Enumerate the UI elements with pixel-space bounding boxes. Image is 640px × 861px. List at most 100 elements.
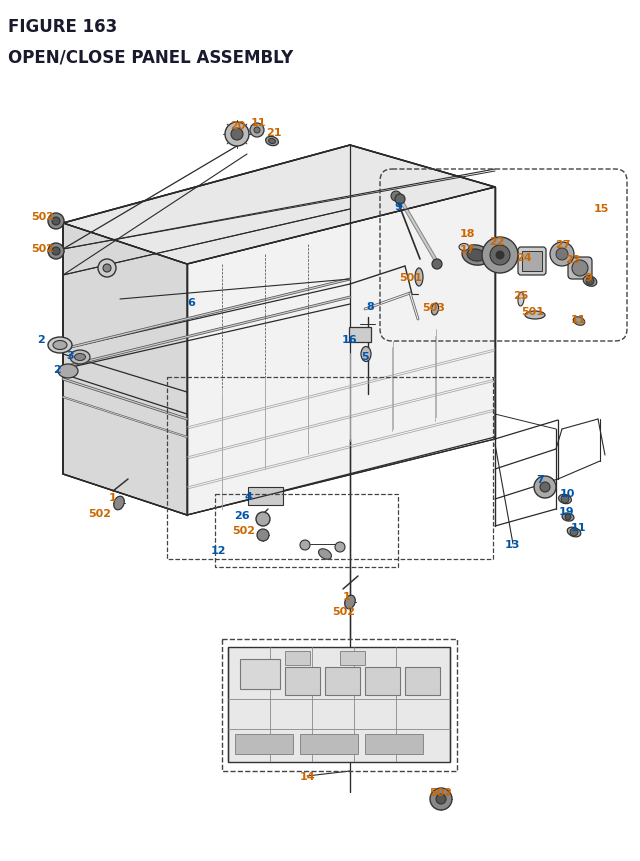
Text: 11: 11: [250, 118, 266, 127]
Circle shape: [257, 530, 269, 542]
Circle shape: [254, 127, 260, 133]
Text: 3: 3: [66, 350, 74, 361]
Ellipse shape: [467, 250, 485, 262]
Circle shape: [335, 542, 345, 553]
Text: 1: 1: [343, 592, 351, 601]
Text: 22: 22: [489, 237, 505, 247]
Text: 502: 502: [429, 787, 452, 797]
Ellipse shape: [462, 245, 490, 266]
Text: 12: 12: [211, 545, 226, 555]
Circle shape: [556, 249, 568, 261]
Ellipse shape: [58, 364, 78, 379]
Ellipse shape: [70, 350, 90, 364]
Circle shape: [52, 218, 60, 226]
Circle shape: [103, 264, 111, 273]
Ellipse shape: [459, 245, 469, 251]
Circle shape: [550, 243, 574, 267]
Text: 27: 27: [556, 239, 571, 250]
Text: 4: 4: [244, 492, 252, 501]
Bar: [300, 734, 358, 754]
Circle shape: [391, 192, 401, 201]
Ellipse shape: [431, 304, 438, 316]
Bar: [325, 667, 360, 695]
Circle shape: [540, 482, 550, 492]
Circle shape: [482, 238, 518, 274]
Circle shape: [570, 529, 578, 536]
Text: 15: 15: [593, 204, 609, 214]
Bar: [222, 639, 457, 771]
Text: 25: 25: [513, 291, 529, 300]
Circle shape: [256, 512, 270, 526]
Circle shape: [395, 195, 405, 205]
Ellipse shape: [559, 495, 572, 504]
Circle shape: [48, 214, 64, 230]
Text: 23: 23: [565, 255, 580, 264]
Bar: [235, 734, 293, 754]
Text: 2: 2: [53, 364, 61, 375]
Ellipse shape: [48, 338, 72, 354]
Text: 18: 18: [460, 229, 475, 238]
Bar: [285, 667, 320, 695]
Bar: [349, 328, 371, 343]
Text: 26: 26: [234, 511, 250, 520]
Ellipse shape: [345, 596, 355, 609]
Text: 5: 5: [361, 351, 369, 362]
Text: 501: 501: [399, 273, 422, 282]
Text: 14: 14: [299, 771, 315, 781]
Ellipse shape: [269, 139, 275, 145]
Circle shape: [250, 124, 264, 138]
Ellipse shape: [361, 347, 371, 362]
Circle shape: [572, 261, 588, 276]
Circle shape: [52, 248, 60, 256]
Circle shape: [225, 123, 249, 147]
Circle shape: [98, 260, 116, 278]
Text: 21: 21: [266, 127, 282, 138]
Ellipse shape: [114, 497, 124, 511]
Ellipse shape: [53, 341, 67, 350]
Ellipse shape: [518, 293, 524, 307]
Ellipse shape: [562, 513, 574, 522]
Circle shape: [496, 251, 504, 260]
Polygon shape: [63, 146, 495, 264]
Text: 9: 9: [394, 201, 402, 212]
FancyBboxPatch shape: [568, 257, 592, 280]
Text: 10: 10: [559, 488, 575, 499]
Bar: [365, 667, 400, 695]
Circle shape: [561, 495, 569, 504]
Text: 11: 11: [570, 314, 586, 325]
Circle shape: [586, 278, 594, 286]
Circle shape: [490, 245, 510, 266]
Ellipse shape: [567, 528, 580, 537]
Text: 8: 8: [366, 301, 374, 312]
Text: 502: 502: [232, 525, 255, 536]
Circle shape: [534, 476, 556, 499]
Text: 11: 11: [570, 523, 586, 532]
Circle shape: [48, 244, 64, 260]
Bar: [215, 494, 398, 567]
Circle shape: [565, 514, 571, 520]
Text: 2: 2: [37, 335, 45, 344]
Text: 20: 20: [230, 121, 246, 131]
Polygon shape: [63, 224, 187, 516]
Text: 7: 7: [536, 474, 544, 485]
Ellipse shape: [319, 549, 332, 560]
Text: 9: 9: [584, 273, 592, 282]
Text: 501: 501: [522, 307, 545, 317]
Bar: [365, 734, 423, 754]
Text: 13: 13: [504, 539, 520, 549]
Circle shape: [231, 129, 243, 141]
Text: 6: 6: [187, 298, 195, 307]
Ellipse shape: [583, 276, 596, 287]
Circle shape: [432, 260, 442, 269]
Bar: [167, 378, 493, 560]
Bar: [285, 651, 310, 666]
Text: 1: 1: [109, 492, 117, 503]
Text: 19: 19: [559, 506, 575, 517]
Text: 24: 24: [516, 253, 532, 263]
Text: 502: 502: [31, 212, 54, 222]
Bar: [340, 651, 365, 666]
Circle shape: [436, 794, 446, 804]
Ellipse shape: [415, 269, 423, 287]
Ellipse shape: [573, 318, 585, 326]
Text: OPEN/CLOSE PANEL ASSEMBLY: OPEN/CLOSE PANEL ASSEMBLY: [8, 48, 293, 66]
